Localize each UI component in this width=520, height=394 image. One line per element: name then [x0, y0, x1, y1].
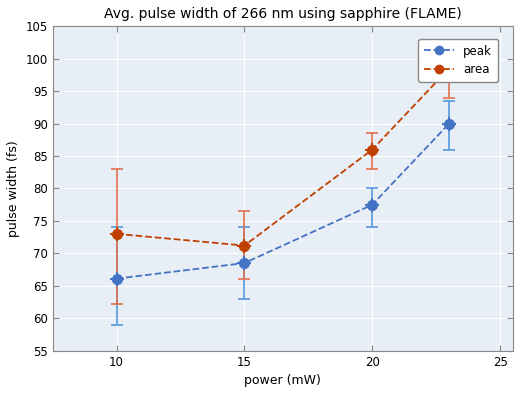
peak — [446, 121, 452, 126]
Line: area: area — [112, 63, 454, 251]
peak — [241, 261, 248, 266]
area — [241, 243, 248, 248]
Title: Avg. pulse width of 266 nm using sapphire (FLAME): Avg. pulse width of 266 nm using sapphir… — [104, 7, 462, 21]
area — [446, 66, 452, 71]
Line: peak: peak — [112, 119, 454, 284]
X-axis label: power (mW): power (mW) — [244, 374, 321, 387]
Legend: peak, area: peak, area — [418, 39, 498, 82]
area — [369, 147, 375, 152]
Y-axis label: pulse width (fs): pulse width (fs) — [7, 140, 20, 237]
peak — [369, 202, 375, 207]
peak — [113, 276, 120, 281]
area — [113, 232, 120, 236]
